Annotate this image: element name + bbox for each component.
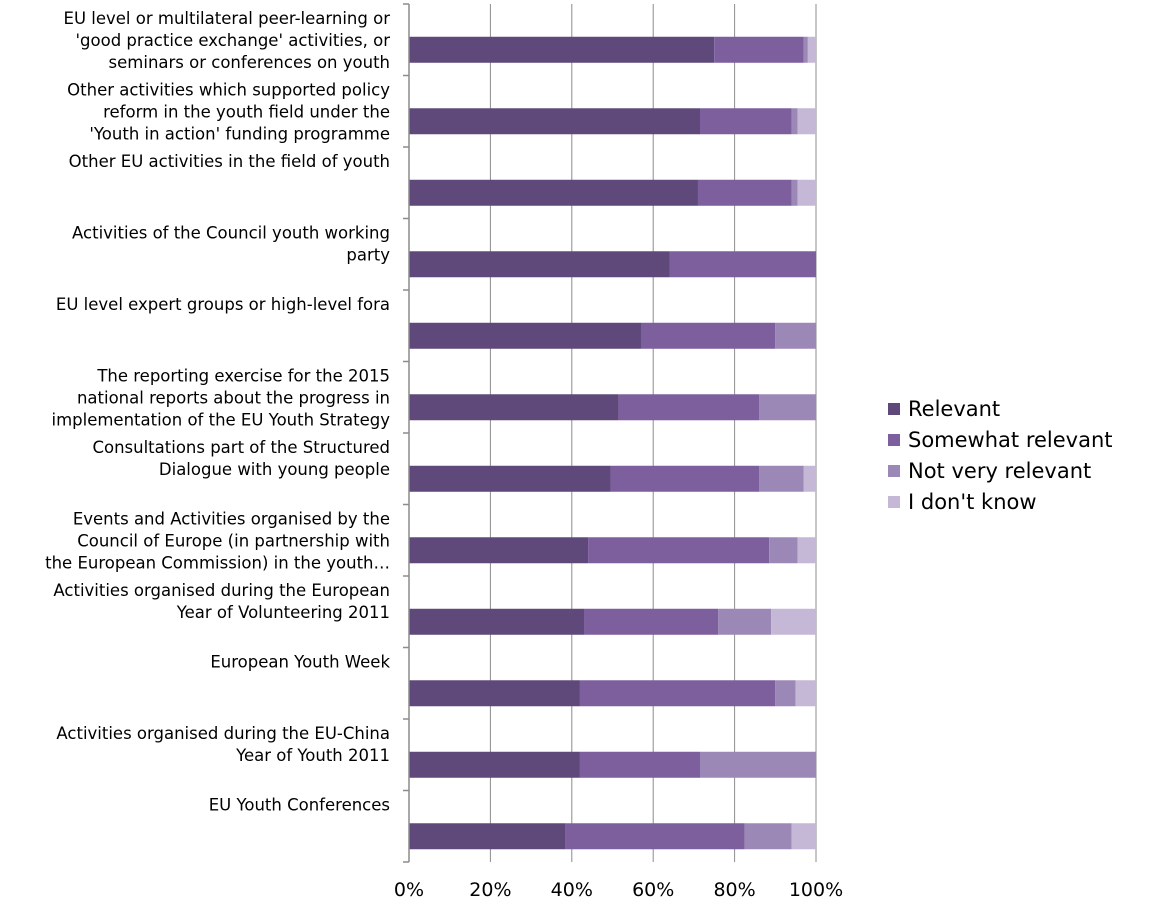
bar-not-very-relevant <box>718 608 772 635</box>
category-labels: EU level or multilateral peer-learning o… <box>45 9 390 815</box>
bar-i-don-t-know <box>807 36 816 63</box>
legend: Relevant Somewhat relevant Not very releva… <box>888 397 1113 514</box>
x-tick-label: 80% <box>713 879 755 901</box>
bar-relevant <box>409 823 566 850</box>
bar-relevant <box>409 179 698 206</box>
bar-somewhat-relevant <box>565 823 745 850</box>
bar-not-very-relevant <box>759 465 804 492</box>
bar-i-don-t-know <box>791 823 816 850</box>
x-tick-labels: 0% 20% 40% 60% 80% 100% <box>394 879 843 901</box>
category-label: European Youth Week <box>210 653 390 672</box>
bar-somewhat-relevant <box>669 251 816 278</box>
bar-i-don-t-know <box>803 465 816 492</box>
x-tick-label: 0% <box>394 879 424 901</box>
legend-swatch-not-very-relevant <box>888 465 900 477</box>
bar-i-don-t-know <box>797 179 816 206</box>
x-tick-label: 20% <box>469 879 511 901</box>
bar-somewhat-relevant <box>579 751 701 778</box>
legend-swatch-somewhat-relevant <box>888 434 900 446</box>
category-label: Other EU activities in the field of yout… <box>69 152 390 171</box>
legend-swatch-i-don-t-know <box>888 496 900 508</box>
x-tick-label: 60% <box>632 879 674 901</box>
bar-not-very-relevant <box>791 179 798 206</box>
legend-label-somewhat-relevant: Somewhat relevant <box>908 428 1113 452</box>
bar-somewhat-relevant <box>579 680 776 707</box>
bar-i-don-t-know <box>795 680 816 707</box>
bar-somewhat-relevant <box>618 394 760 421</box>
category-label: EU level or multilateral peer-learning o… <box>64 9 391 72</box>
x-tick-label: 100% <box>789 879 843 901</box>
axes <box>403 3 410 863</box>
bar-i-don-t-know <box>797 537 816 564</box>
bar-relevant <box>409 608 585 635</box>
bar-not-very-relevant <box>769 537 798 564</box>
legend-swatch-relevant <box>888 403 900 415</box>
bar-somewhat-relevant <box>584 608 719 635</box>
x-tick-label: 40% <box>551 879 593 901</box>
bar-somewhat-relevant <box>697 179 792 206</box>
legend-label-relevant: Relevant <box>908 397 1000 421</box>
category-label: EU level expert groups or high-level for… <box>56 295 390 314</box>
bar-somewhat-relevant <box>714 36 804 63</box>
bar-not-very-relevant <box>803 36 808 63</box>
legend-label-i-don-t-know: I don't know <box>908 490 1037 514</box>
category-label: EU Youth Conferences <box>209 796 390 815</box>
category-label: Activities organised during the European… <box>53 581 390 622</box>
bar-relevant <box>409 251 670 278</box>
bar-somewhat-relevant <box>610 465 760 492</box>
category-label: Consultations part of the Structured Dial… <box>92 438 390 479</box>
bar-somewhat-relevant <box>700 108 792 135</box>
bar-not-very-relevant <box>775 680 796 707</box>
bar-relevant <box>409 36 715 63</box>
category-label: Activities of the Council youth working p… <box>72 224 390 265</box>
bar-relevant <box>409 537 589 564</box>
bars <box>409 36 816 850</box>
category-label: Events and Activities organised by the Co… <box>45 510 390 573</box>
bar-not-very-relevant <box>744 823 792 850</box>
category-label: Other activities which supported policy r… <box>67 81 390 144</box>
gridlines <box>489 4 817 862</box>
bar-not-very-relevant <box>791 108 798 135</box>
bar-relevant <box>409 394 619 421</box>
bar-relevant <box>409 465 611 492</box>
bar-not-very-relevant <box>759 394 816 421</box>
legend-label-not-very-relevant: Not very relevant <box>908 459 1091 483</box>
bar-relevant <box>409 322 641 349</box>
bar-somewhat-relevant <box>640 322 776 349</box>
bar-i-don-t-know <box>771 608 816 635</box>
bar-relevant <box>409 680 580 707</box>
category-label: Activities organised during the EU-China… <box>56 724 390 765</box>
bar-relevant <box>409 108 701 135</box>
category-label: The reporting exercise for the 2015 natio… <box>51 367 390 430</box>
bar-not-very-relevant <box>775 322 816 349</box>
bar-relevant <box>409 751 580 778</box>
bar-i-don-t-know <box>797 108 816 135</box>
bar-somewhat-relevant <box>588 537 770 564</box>
bar-not-very-relevant <box>700 751 816 778</box>
